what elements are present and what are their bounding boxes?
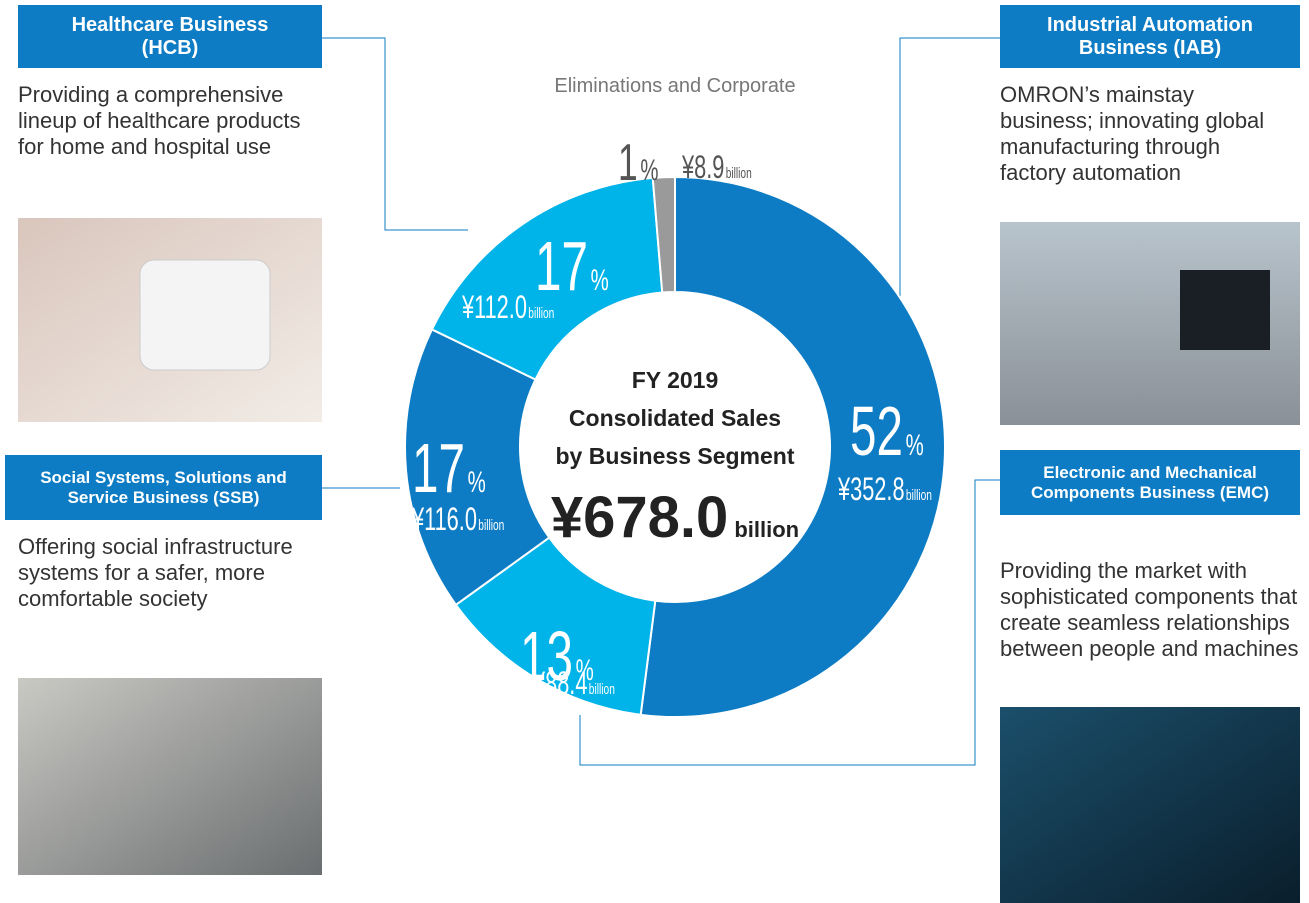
value-unit: billion bbox=[528, 304, 554, 322]
photo-detail bbox=[140, 260, 270, 370]
center-title: FY 2019 bbox=[632, 367, 719, 393]
segment-name: Eliminations and Corporate bbox=[554, 75, 795, 97]
segment-header: Social Systems, Solutions and Service Bu… bbox=[5, 455, 322, 520]
value-unit: billion bbox=[589, 680, 615, 698]
value-unit: billion bbox=[906, 486, 932, 504]
total-amount: ¥678.0 bbox=[551, 485, 728, 550]
segment-header: Electronic and Mechanical Components Bus… bbox=[1000, 450, 1300, 515]
connector bbox=[322, 38, 468, 230]
segment-header: Healthcare Business (HCB) bbox=[18, 5, 322, 68]
value-unit: billion bbox=[726, 164, 752, 182]
connector bbox=[900, 38, 1000, 300]
description: Offering social infrastructure systems f… bbox=[18, 534, 318, 612]
photo bbox=[1000, 707, 1300, 903]
value-amount: ¥352.8 bbox=[837, 471, 904, 507]
percent-unit: % bbox=[640, 154, 658, 187]
header-text: Industrial Automation Business (IAB) bbox=[1030, 14, 1270, 59]
value-amount: ¥8.9 bbox=[681, 149, 724, 185]
center-title: by Business Segment bbox=[555, 443, 794, 469]
value-label: ¥8.9billion bbox=[681, 149, 752, 185]
value-unit: billion bbox=[478, 516, 504, 534]
header-text: Social Systems, Solutions and Service Bu… bbox=[14, 468, 314, 506]
header-text: Healthcare Business (HCB) bbox=[60, 14, 280, 59]
photo bbox=[18, 678, 322, 875]
header-text: Electronic and Mechanical Components Bus… bbox=[1010, 463, 1290, 501]
value-amount: ¥88.4 bbox=[532, 665, 587, 701]
percent-value: 17 bbox=[412, 429, 465, 507]
page: 52%¥352.8billion13%¥88.4billion17%¥116.0… bbox=[0, 0, 1309, 903]
percent-unit: % bbox=[591, 264, 609, 297]
photo-detail bbox=[1180, 270, 1270, 350]
description: Providing a comprehensive lineup of heal… bbox=[18, 82, 318, 160]
value-amount: ¥116.0 bbox=[411, 501, 477, 537]
center-title: Consolidated Sales bbox=[569, 405, 781, 431]
percent-value: 52 bbox=[850, 392, 903, 470]
percent-unit: % bbox=[468, 466, 486, 499]
description: OMRON’s mainstay business; innovating gl… bbox=[1000, 82, 1265, 186]
percent-unit: % bbox=[906, 429, 924, 462]
description: Providing the market with sophisticated … bbox=[1000, 558, 1305, 662]
value-amount: ¥112.0 bbox=[461, 289, 527, 325]
segment-header: Industrial Automation Business (IAB) bbox=[1000, 5, 1300, 68]
percent-value: 1 bbox=[618, 134, 638, 191]
percent-value: 17 bbox=[535, 227, 588, 305]
total-unit: billion bbox=[734, 517, 799, 542]
value-text: ¥8.9billion bbox=[681, 149, 752, 185]
